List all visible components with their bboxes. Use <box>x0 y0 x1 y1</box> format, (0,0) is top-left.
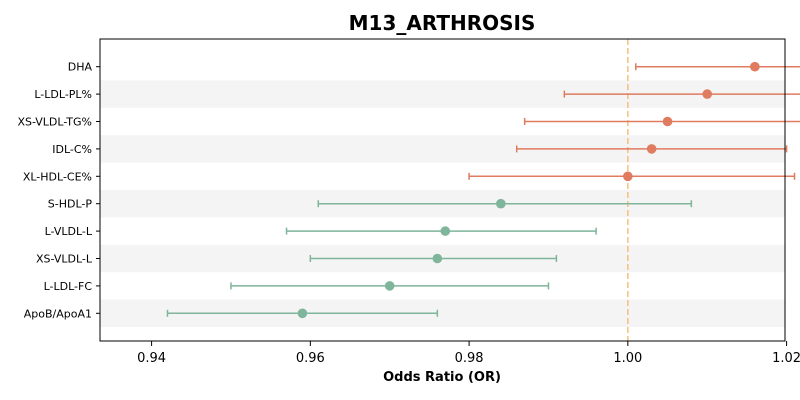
x-tick-label: 0.96 <box>296 351 325 366</box>
or-point <box>646 144 657 154</box>
y-tick-label: L-VLDL-L <box>45 225 93 238</box>
x-tick-label: 1.02 <box>772 351 800 366</box>
row-mark <box>468 171 796 182</box>
data-marks <box>166 61 800 319</box>
row-mark <box>515 144 788 154</box>
or-point <box>750 61 760 72</box>
row-mark <box>317 198 693 209</box>
y-tick-labels: DHA L-LDL-PL% XS-VLDL-TG% IDL-C% XL-HDL-CE% S… <box>17 61 100 320</box>
row-mark <box>230 281 550 291</box>
y-tick-label: XS-VLDL-TG% <box>17 116 92 129</box>
or-point <box>384 281 395 291</box>
y-tick-label: L-LDL-FC <box>44 280 93 293</box>
plot-frame <box>99 38 786 342</box>
y-tick-label: XL-HDL-CE% <box>23 170 92 183</box>
or-point <box>496 198 506 209</box>
row-mark <box>166 308 439 319</box>
y-tick-label: ApoB/ApoA1 <box>24 307 92 320</box>
y-tick-label: IDL-C% <box>52 143 92 156</box>
row-mark <box>563 89 800 99</box>
y-tick-label: XS-VLDL-L <box>36 253 93 266</box>
x-tick-label: 0.94 <box>137 351 166 366</box>
or-point <box>702 89 713 99</box>
row-mark <box>285 226 597 236</box>
x-axis-label: Odds Ratio (OR) <box>383 370 501 385</box>
row-mark <box>523 116 800 127</box>
y-tick-label: S-HDL-P <box>48 198 93 211</box>
or-point <box>440 226 451 236</box>
or-point <box>432 253 443 264</box>
row-mark <box>309 253 558 264</box>
chart-title: M13_ARTHROSIS <box>349 11 536 35</box>
or-point <box>297 308 308 319</box>
or-point <box>662 116 673 127</box>
y-tick-label: DHA <box>68 61 93 74</box>
x-axis-ticks: 0.94 0.96 0.98 1.00 1.02 <box>137 341 800 366</box>
x-tick-label: 1.00 <box>613 351 642 366</box>
y-tick-label: L-LDL-PL% <box>34 88 92 101</box>
x-tick-label: 0.98 <box>455 351 484 366</box>
row-mark <box>635 61 800 72</box>
or-point <box>623 171 633 182</box>
